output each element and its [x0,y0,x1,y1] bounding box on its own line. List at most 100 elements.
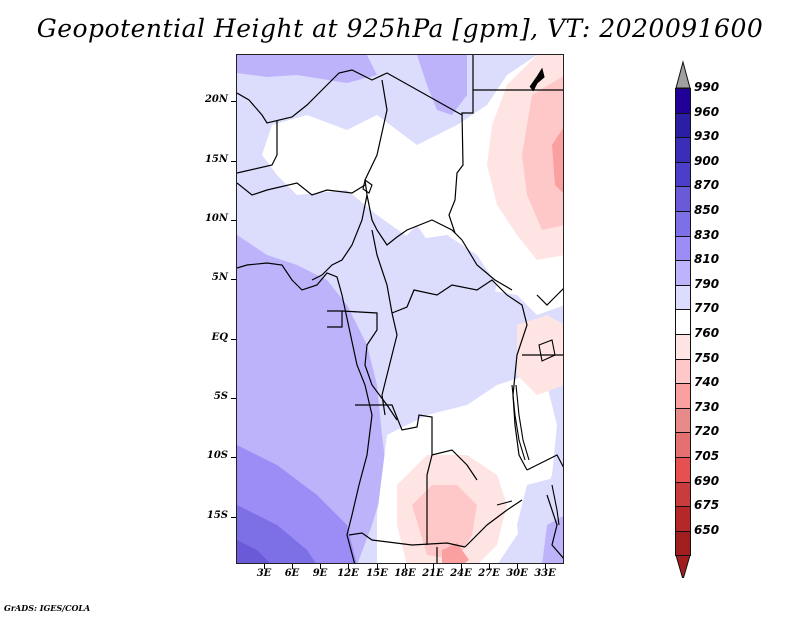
y-tick-label: 10N [204,213,228,224]
border-drc-west [381,312,398,416]
border-angola-zambia [426,454,433,545]
border-mali-niger [237,121,278,174]
colorbar-cell [675,530,691,557]
field-angola-730 [442,543,469,563]
x-tick [461,564,462,569]
border-zambia-south [464,499,523,548]
x-tick [348,564,349,569]
colorbar-label: 770 [694,301,720,316]
colorbar-bottom-arrow [675,554,691,578]
colorbar-cell [675,334,691,360]
colorbar-cell [675,137,691,163]
field-patch-ne-790 [417,55,467,115]
map-canvas [237,55,563,563]
border-car-sudan [461,239,513,291]
field-sahel-760-770 [262,55,563,315]
colorbar-label: 650 [694,522,720,537]
x-tick-label: 9E [312,568,328,579]
field-angola-740 [412,485,477,560]
x-tick [433,564,434,569]
colorbar-cell [675,407,691,434]
colorbar-label: 720 [694,424,720,439]
colorbar-label: 675 [694,498,720,513]
field-patch-north-790 [237,55,377,83]
y-tick [231,220,236,221]
border-gabon [327,310,343,328]
x-tick [405,564,406,569]
colorbar-label: 990 [694,80,720,94]
colorbar-label: 760 [694,326,720,340]
x-tick-label: 33E [534,568,556,579]
colorbar-label: 900 [694,153,720,168]
footer-credit: GrADS: IGES/COLA [4,603,91,613]
x-tick-label: 3E [256,568,272,579]
colorbar-cell [675,235,691,262]
y-tick [231,398,236,399]
field-sudan-730 [552,128,563,193]
y-tick [231,517,236,518]
colorbar-cell [675,506,691,532]
colorbar-cell [675,260,691,286]
colorbar-cell [675,211,691,237]
country-boundaries [237,55,563,563]
border-cameroon-car [371,229,393,314]
lake-victoria [538,339,556,362]
x-tick [517,564,518,569]
lake-malawi [551,484,560,526]
lake-tanganyika [511,384,526,461]
colorbar-label: 960 [694,104,720,119]
colorbar-label: 790 [694,276,720,291]
lake-nasser [529,67,545,92]
y-tick [231,101,236,102]
x-tick-label: 15E [366,568,388,579]
x-tick-label: 24E [450,568,472,579]
colorbar-label: 830 [694,227,720,242]
x-tick [292,564,293,569]
chart-title: Geopotential Height at 925hPa [gpm], VT:… [36,14,764,43]
y-tick [231,161,236,162]
field-car-770-790 [267,190,497,345]
colorbar-label: 740 [694,375,720,390]
y-tick [231,457,236,458]
border-congo [341,310,398,421]
colorbar-label: 870 [694,178,720,193]
colorbar-label: 750 [694,350,720,365]
colorbar-cell [675,186,691,212]
field-atlantic-830-850 [237,505,316,563]
border-uganda-kenya [536,288,563,306]
border-tanzania [526,454,563,471]
x-tick-label: 30E [506,568,528,579]
border-angola-north [355,404,478,481]
colorbar-cell [675,358,691,385]
field-atlantic-850-870 [237,540,270,563]
y-tick [231,339,236,340]
colorbar-cell [675,383,691,409]
colorbar-label: 930 [694,129,720,144]
y-tick-label: 5S [213,391,228,402]
border-car-drc [391,279,508,314]
x-tick-label: 6E [284,568,300,579]
border-niger-chad [364,79,388,196]
colorbar-label: 810 [694,252,720,267]
x-tick [377,564,378,569]
lake-kariba [496,500,513,506]
border-chad-car [366,194,463,246]
colorbar-label: 730 [694,399,720,414]
colorbar-cell [675,112,691,139]
y-tick-label: 5N [211,272,228,283]
border-mozambique [546,494,563,559]
border-angola-namibia [348,532,466,548]
y-tick-label: 15N [204,154,228,165]
border-niger-nigeria [237,182,366,196]
colorbar-label: 690 [694,473,720,488]
x-tick-label: 27E [478,568,500,579]
x-tick-label: 21E [422,568,444,579]
colorbar-top-arrow [675,60,691,89]
colorbar-cell [675,481,691,508]
lake-tanganyika-2 [515,384,530,461]
colorbar-cell [675,457,691,483]
map-plot-area [236,54,564,564]
y-tick-label: EQ [211,332,228,343]
border-chad-sudan [448,112,464,234]
border-coast-gulf [237,262,373,563]
